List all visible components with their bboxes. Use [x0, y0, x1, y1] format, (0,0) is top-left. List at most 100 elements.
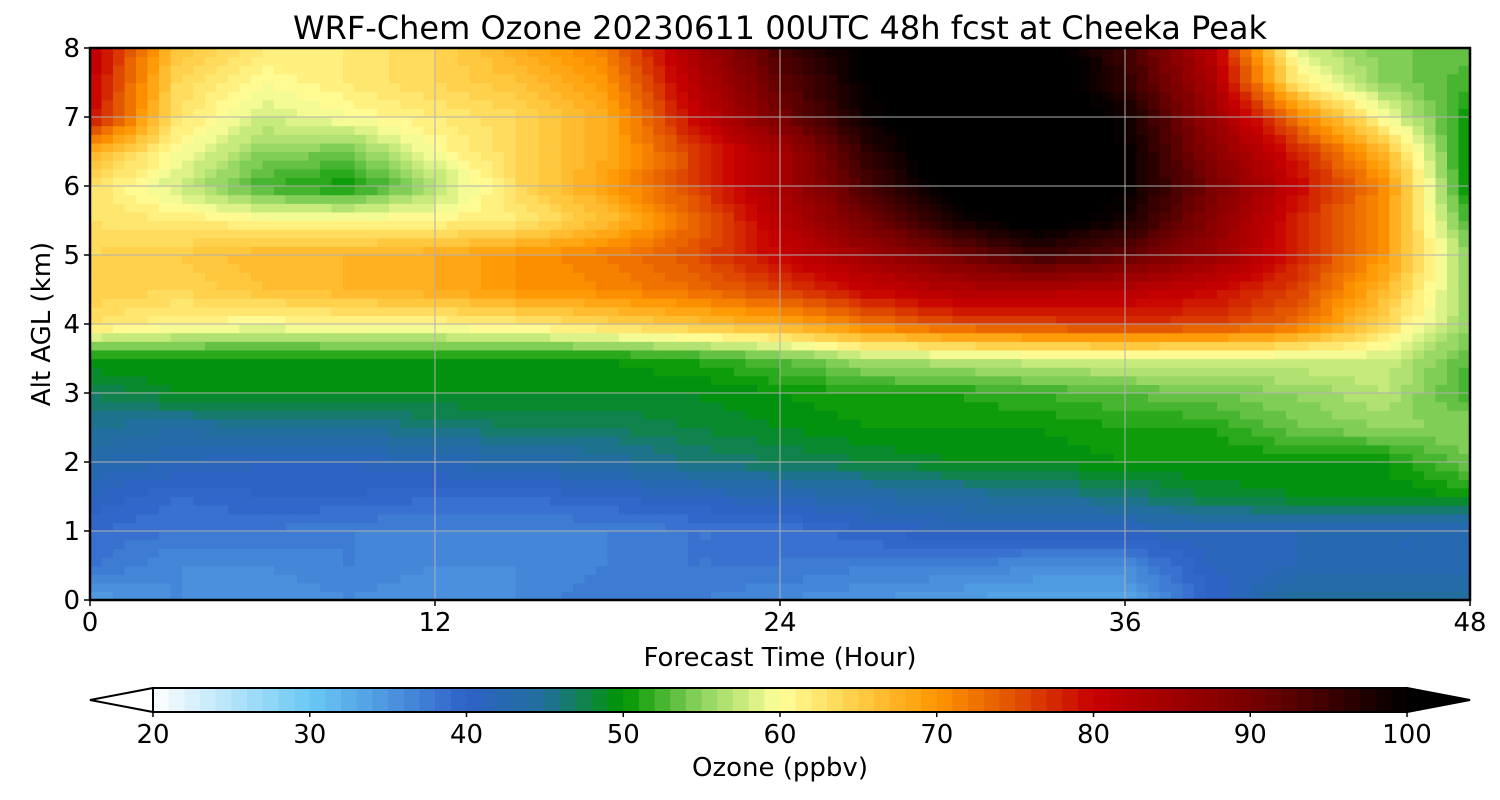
heat-cell	[1435, 479, 1448, 489]
heat-cell	[745, 237, 758, 247]
heat-cell	[412, 453, 425, 463]
heat-cell	[527, 418, 540, 429]
heat-cell	[492, 565, 505, 575]
heat-cell	[768, 315, 781, 325]
heat-cell	[1343, 332, 1356, 342]
heat-cell	[1102, 418, 1115, 429]
heat-cell	[745, 306, 758, 316]
heat-cell	[1194, 462, 1207, 472]
heat-cell	[251, 349, 264, 360]
heat-cell	[113, 462, 126, 472]
heat-cell	[814, 505, 827, 515]
heat-cell	[1435, 487, 1448, 498]
heat-cell	[1355, 453, 1368, 463]
heat-cell	[136, 341, 149, 351]
heat-cell	[205, 522, 218, 532]
heat-cell	[1228, 496, 1241, 506]
heat-cell	[182, 505, 195, 515]
heat-cell	[1194, 246, 1207, 256]
heat-cell	[964, 315, 977, 325]
heat-cell	[124, 237, 137, 247]
heat-cell	[1320, 522, 1333, 532]
heat-cell	[170, 237, 183, 247]
heat-cell	[1274, 548, 1287, 558]
heat-cell	[791, 349, 804, 360]
heat-cell	[768, 539, 781, 549]
heat-cell	[1240, 349, 1253, 360]
heat-cell	[1079, 496, 1092, 506]
heat-cell	[492, 255, 505, 265]
heat-cell	[469, 444, 482, 454]
heat-cell	[1217, 513, 1230, 523]
heat-cell	[308, 582, 321, 592]
heat-cell	[412, 539, 425, 549]
heat-cell	[1205, 487, 1218, 498]
heat-cell	[274, 384, 287, 394]
heat-cell	[803, 548, 816, 558]
heat-cell	[193, 263, 206, 273]
heat-cell	[676, 367, 689, 377]
heat-cell	[596, 556, 609, 567]
heat-cell	[814, 384, 827, 394]
heat-cell	[791, 574, 804, 584]
heat-cell	[285, 513, 298, 523]
heat-cell	[1148, 410, 1161, 420]
heat-cell	[400, 487, 413, 498]
heat-cell	[446, 531, 459, 541]
heat-cell	[688, 462, 701, 472]
heat-cell	[883, 418, 896, 429]
heat-cell	[435, 574, 448, 584]
heat-cell	[331, 462, 344, 472]
heat-cell	[849, 298, 862, 308]
heat-cell	[182, 280, 195, 291]
heat-cell	[1102, 246, 1115, 256]
heat-cell	[814, 427, 827, 437]
heat-cell	[147, 393, 160, 403]
heat-cell	[1171, 315, 1184, 325]
heat-cell	[860, 522, 873, 532]
heat-cell	[872, 565, 885, 575]
heat-cell	[136, 522, 149, 532]
heat-cell	[596, 263, 609, 273]
heat-cell	[1125, 349, 1138, 360]
heat-cell	[400, 332, 413, 342]
heat-cell	[676, 237, 689, 247]
heat-cell	[331, 444, 344, 454]
heat-cell	[239, 496, 252, 506]
heat-cell	[458, 298, 471, 308]
heat-cell	[952, 324, 965, 334]
heat-cell	[1240, 548, 1253, 558]
heat-cell	[1010, 470, 1023, 480]
heat-cell	[607, 522, 620, 532]
heat-cell	[308, 289, 321, 299]
heat-cell	[584, 444, 597, 454]
heat-cell	[952, 298, 965, 308]
heat-cell	[573, 255, 586, 265]
heat-cell	[251, 505, 264, 515]
heat-cell	[745, 462, 758, 472]
heat-cell	[596, 418, 609, 429]
heat-cell	[412, 574, 425, 584]
heat-cell	[504, 462, 517, 472]
heat-cell	[780, 418, 793, 429]
heat-cell	[918, 255, 931, 265]
heat-cell	[607, 427, 620, 437]
heat-cell	[1102, 298, 1115, 308]
heat-cell	[699, 556, 712, 567]
heat-cell	[1010, 479, 1023, 489]
heat-cell	[757, 427, 770, 437]
heat-cell	[642, 496, 655, 506]
heat-cell	[113, 272, 126, 282]
heat-cell	[1067, 427, 1080, 437]
heat-cell	[469, 358, 482, 368]
heat-cell	[320, 548, 333, 558]
heat-cell	[1286, 556, 1299, 567]
heat-cell	[262, 263, 275, 273]
heat-cell	[607, 539, 620, 549]
heat-cell	[193, 556, 206, 567]
heat-cell	[734, 531, 747, 541]
heat-cell	[458, 418, 471, 429]
heat-cell	[803, 479, 816, 489]
heat-cell	[239, 531, 252, 541]
heat-cell	[504, 565, 517, 575]
